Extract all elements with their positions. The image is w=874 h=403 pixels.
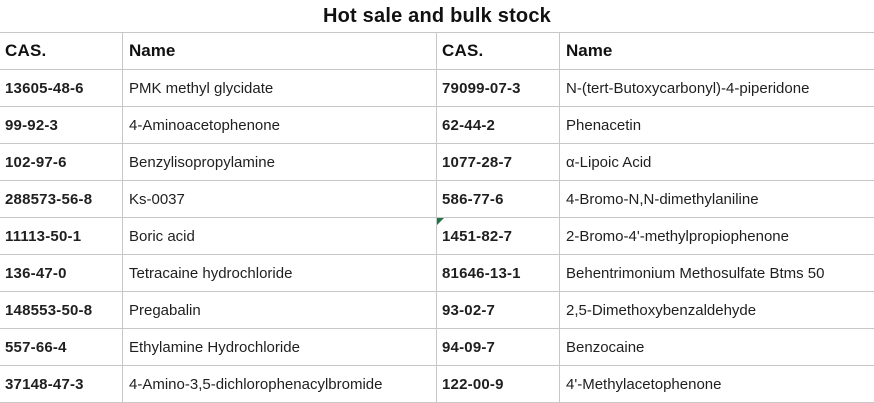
page-title: Hot sale and bulk stock [323,4,551,27]
cas-cell: 37148-47-3 [0,366,123,403]
name-cell: PMK methyl glycidate [123,70,437,107]
name-cell: Ks-0037 [123,181,437,218]
cas-cell: 13605-48-6 [0,70,123,107]
cas-cell: 148553-50-8 [0,292,123,329]
cas-cell: 102-97-6 [0,144,123,181]
header-cas-right: CAS. [437,33,560,70]
name-cell: Benzocaine [560,329,874,366]
cell-error-indicator-icon [437,218,444,225]
cas-cell: 94-09-7 [437,329,560,366]
name-cell: 4'-Methylacetophenone [560,366,874,403]
name-cell: 2-Bromo-4'-methylpropiophenone [560,218,874,255]
name-cell: Pregabalin [123,292,437,329]
cas-cell: 81646-13-1 [437,255,560,292]
name-cell: Boric acid [123,218,437,255]
cas-cell: 62-44-2 [437,107,560,144]
name-cell: 4-Bromo-N,N-dimethylaniline [560,181,874,218]
name-cell: 4-Amino-3,5-dichlorophenacylbromide [123,366,437,403]
name-cell: Ethylamine Hydrochloride [123,329,437,366]
name-cell: 4-Aminoacetophenone [123,107,437,144]
cas-cell: 122-00-9 [437,366,560,403]
cas-cell: 288573-56-8 [0,181,123,218]
header-name-right: Name [560,33,874,70]
cas-cell: 557-66-4 [0,329,123,366]
name-cell: 2,5-Dimethoxybenzaldehyde [560,292,874,329]
cas-cell: 1077-28-7 [437,144,560,181]
name-cell: Phenacetin [560,107,874,144]
name-cell: α-Lipoic Acid [560,144,874,181]
cas-cell: 586-77-6 [437,181,560,218]
header-name-left: Name [123,33,437,70]
cas-cell: 11113-50-1 [0,218,123,255]
cas-cell: 93-02-7 [437,292,560,329]
name-cell: Benzylisopropylamine [123,144,437,181]
header-cas-left: CAS. [0,33,123,70]
cas-cell: 1451-82-7 [437,218,560,255]
name-cell: Tetracaine hydrochloride [123,255,437,292]
name-cell: N-(tert-Butoxycarbonyl)-4-piperidone [560,70,874,107]
cas-cell: 79099-07-3 [437,70,560,107]
chemicals-table: CAS. Name CAS. Name 13605-48-6 PMK methy… [0,32,874,403]
name-cell: Behentrimonium Methosulfate Btms 50 [560,255,874,292]
cas-cell: 99-92-3 [0,107,123,144]
cas-cell-text: 1451-82-7 [442,227,513,245]
cas-cell: 136-47-0 [0,255,123,292]
